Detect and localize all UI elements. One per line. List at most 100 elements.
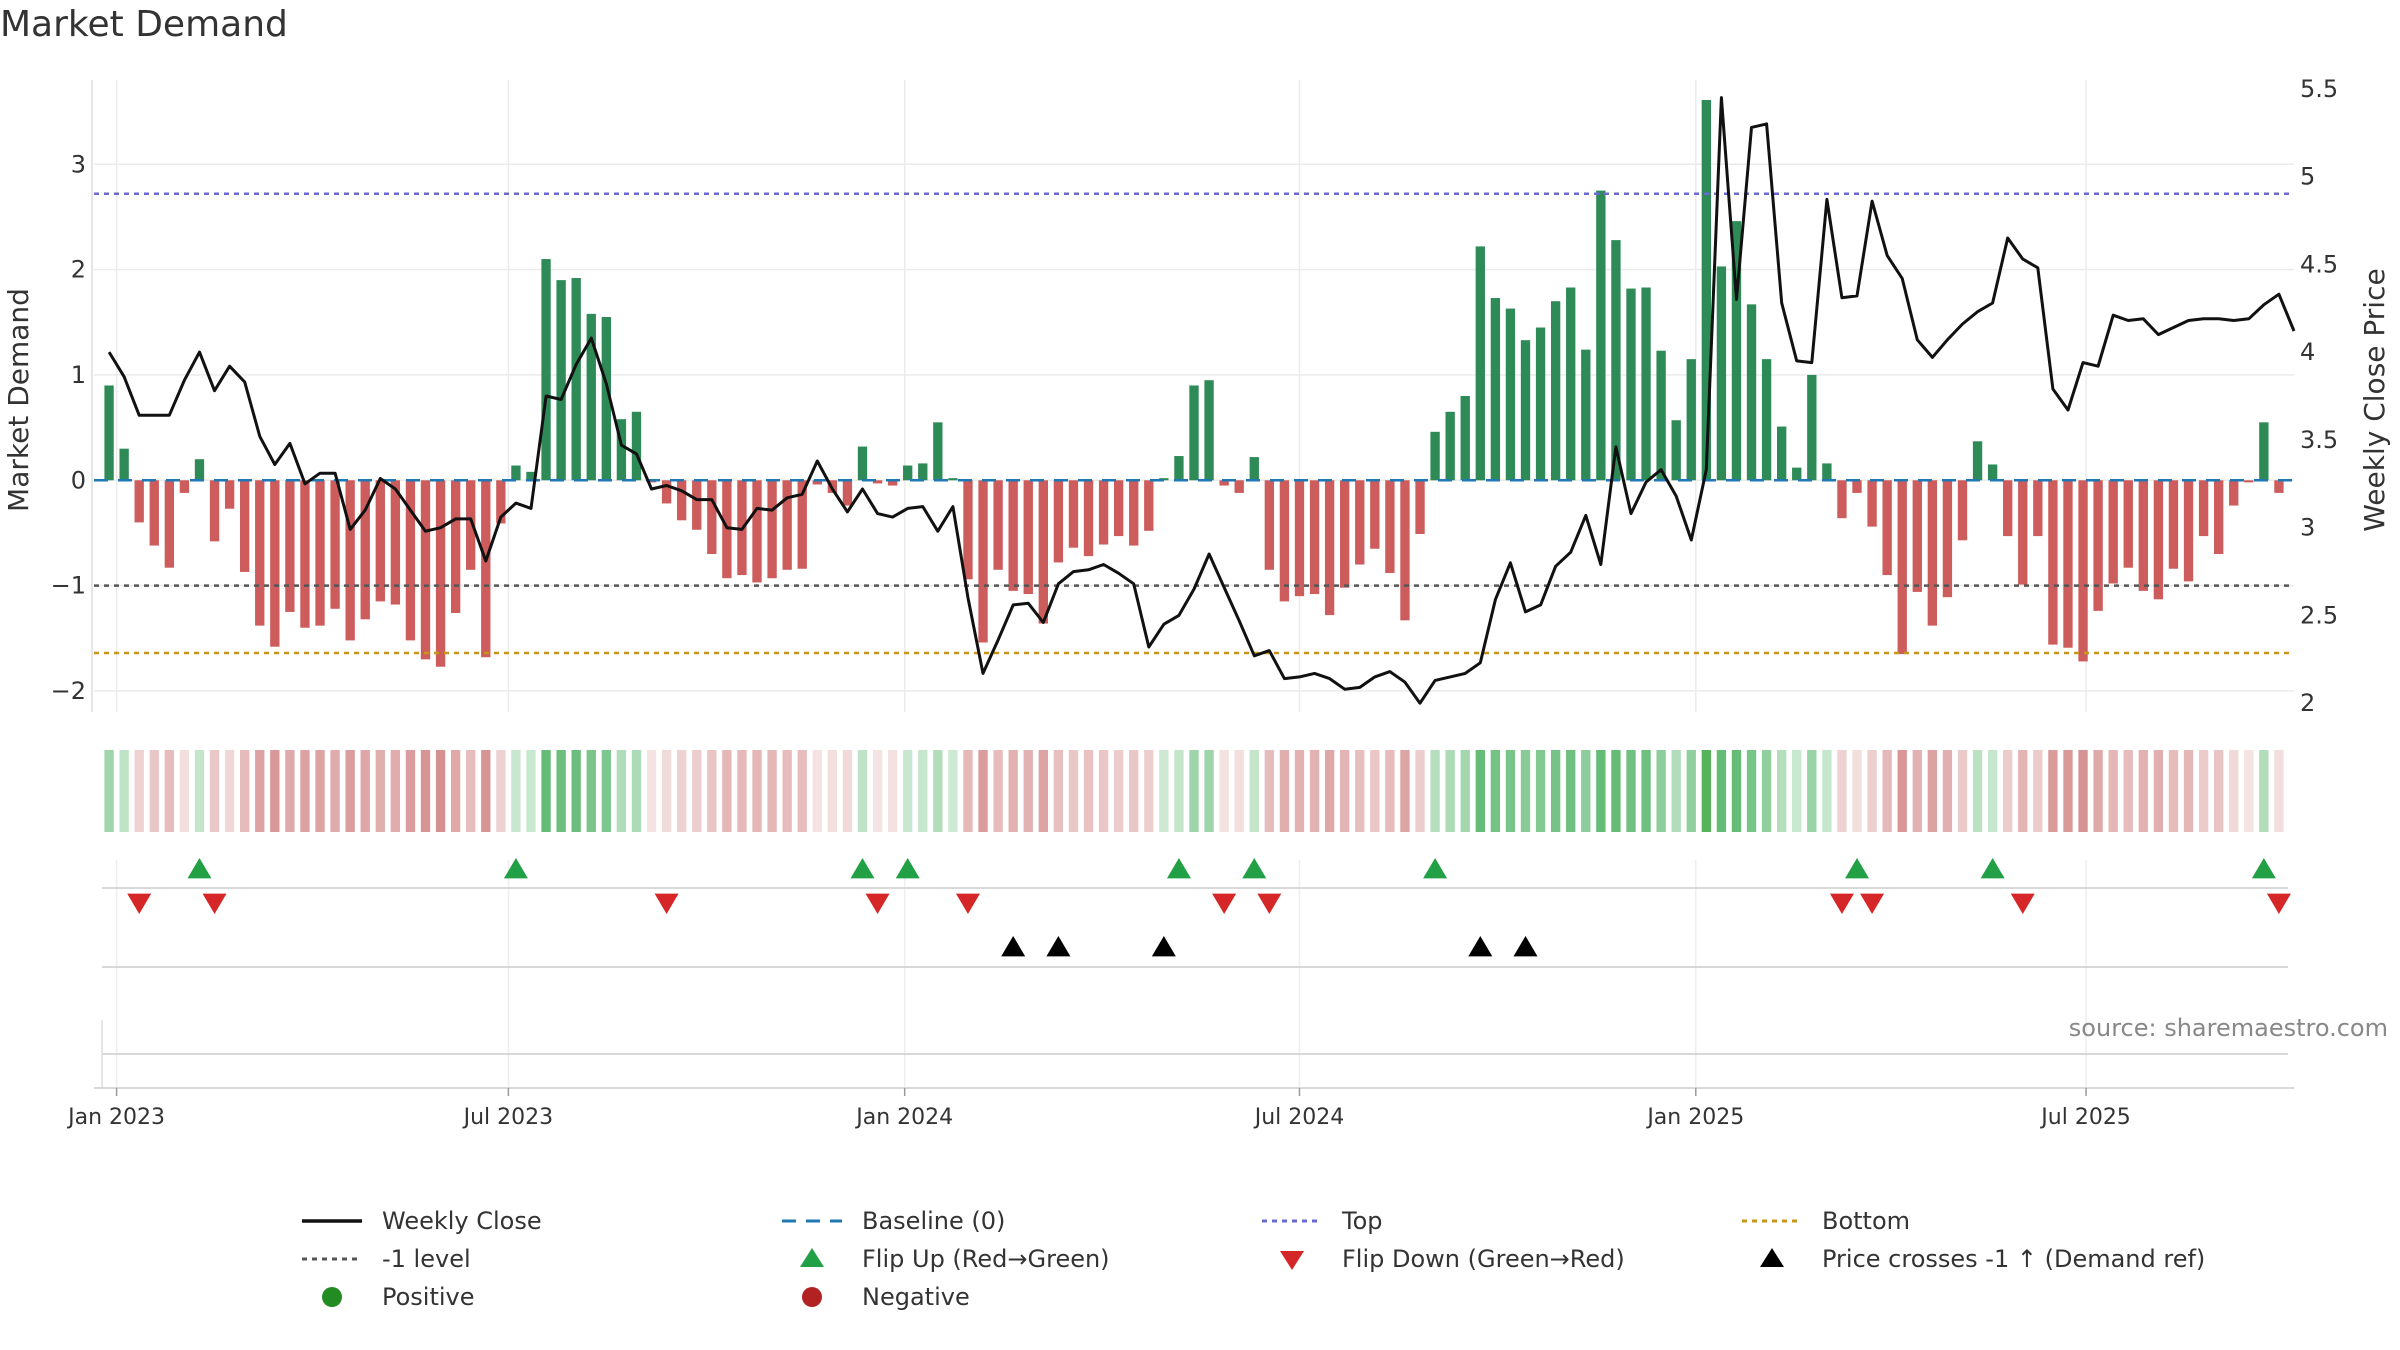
- heat-cell: [707, 750, 717, 832]
- demand-bar-positive: [601, 317, 611, 481]
- legend-label: Flip Up (Red→Green): [862, 1245, 1110, 1273]
- demand-bar-negative: [179, 480, 190, 493]
- price-cross-marker: [1001, 936, 1026, 957]
- heat-cell: [2048, 750, 2058, 832]
- heat-cell: [194, 750, 205, 832]
- heat-cell: [1626, 750, 1636, 832]
- price-cross-marker: [1468, 936, 1493, 957]
- heat-cell: [1550, 750, 1561, 832]
- demand-bar-negative: [209, 480, 220, 542]
- demand-bar-positive: [1520, 340, 1531, 481]
- heat-cell: [1400, 750, 1410, 832]
- demand-bar-negative: [405, 480, 416, 641]
- demand-bar-negative: [2153, 480, 2164, 600]
- demand-bar-negative: [1867, 480, 1877, 527]
- left-axis-ticks: −2 −1 0 1 2 3: [51, 150, 86, 705]
- demand-bar-negative: [1355, 480, 1365, 565]
- legend-label: Price crosses -1 ↑ (Demand ref): [1822, 1245, 2206, 1273]
- bottom-legend-swatch: [1742, 1219, 1802, 1223]
- demand-bar-negative: [1400, 480, 1410, 621]
- flip-up-marker: [1166, 858, 1191, 879]
- heat-cell: [2108, 750, 2118, 832]
- demand-bar-negative: [481, 480, 491, 658]
- demand-bar-negative: [1370, 480, 1380, 549]
- heat-cell: [1324, 750, 1335, 832]
- heat-cell: [857, 750, 868, 832]
- demand-bar-negative: [1852, 480, 1862, 493]
- heat-cell: [948, 750, 958, 832]
- left-tick-label: 1: [71, 361, 86, 389]
- right-tick-label: 3: [2300, 514, 2315, 542]
- demand-bar-positive: [948, 478, 958, 481]
- demand-bar-negative: [2093, 480, 2103, 611]
- demand-bars: [104, 100, 2284, 667]
- demand-bar-negative: [2198, 480, 2209, 537]
- demand-bar-positive: [511, 465, 521, 481]
- right-axis-label: Weekly Close Price: [2358, 268, 2391, 531]
- legend-label: Bottom: [1822, 1207, 1911, 1235]
- heat-cell: [631, 750, 642, 832]
- demand-bar-negative: [2244, 480, 2254, 483]
- demand-bar-positive: [1671, 420, 1681, 481]
- flipup-legend-swatch: [800, 1248, 824, 1267]
- top-legend-swatch: [1262, 1219, 1322, 1223]
- flip-up-markers: [187, 858, 2276, 879]
- flipdown-legend-swatch: [1280, 1251, 1304, 1270]
- demand-bar-positive: [1460, 396, 1470, 481]
- heat-cell: [450, 750, 461, 832]
- left-tick-label: −2: [51, 677, 86, 705]
- demand-bar-negative: [797, 480, 807, 569]
- price-cross-marker: [1046, 936, 1071, 957]
- heat-cell: [1189, 750, 1199, 832]
- heat-cell: [1219, 750, 1229, 832]
- demand-bar-negative: [1098, 480, 1109, 545]
- left-tick-label: 2: [71, 256, 86, 284]
- heat-cell: [179, 750, 190, 832]
- heat-cell: [149, 750, 159, 832]
- demand-bar-positive: [933, 422, 943, 481]
- heat-cell: [601, 750, 611, 832]
- right-tick-label: 2: [2300, 689, 2315, 717]
- heat-cell: [1294, 750, 1305, 832]
- demand-bar-negative: [164, 480, 175, 568]
- heat-cell: [1746, 750, 1757, 832]
- heat-cell: [1792, 750, 1802, 832]
- left-tick-label: 3: [71, 150, 86, 178]
- flip-up-marker: [1423, 858, 1448, 879]
- x-tick-label: Jul 2025: [2039, 1105, 2131, 1130]
- demand-bar-negative: [2018, 480, 2028, 585]
- demand-bar-positive: [541, 259, 551, 481]
- demand-bar-negative: [2063, 480, 2073, 648]
- flip-down-marker: [202, 893, 227, 914]
- heat-cell: [300, 750, 310, 832]
- demand-bar-positive: [571, 278, 581, 481]
- demand-bar-negative: [1279, 480, 1290, 602]
- demand-bar-negative: [1068, 480, 1079, 548]
- demand-bar-positive: [631, 411, 642, 481]
- heat-cell: [1716, 750, 1727, 832]
- right-tick-label: 4: [2300, 338, 2315, 366]
- left-tick-label: 0: [71, 466, 86, 494]
- heat-cell: [1611, 750, 1621, 832]
- heat-cell: [375, 750, 385, 832]
- flip-down-marker: [1860, 893, 1885, 914]
- close-legend-swatch: [302, 1219, 362, 1223]
- demand-bar-negative: [1942, 480, 1953, 598]
- right-tick-label: 5.5: [2300, 75, 2338, 103]
- demand-bar-negative: [842, 480, 853, 506]
- heat-cell: [556, 750, 566, 832]
- demand-bar-negative: [782, 480, 792, 570]
- demand-bar-negative: [360, 480, 370, 620]
- demand-bar-negative: [2138, 480, 2148, 591]
- right-tick-label: 5: [2300, 163, 2315, 191]
- heat-cell: [1912, 750, 1922, 832]
- heat-cell: [2138, 750, 2148, 832]
- heat-cell: [2259, 750, 2269, 832]
- heat-cell: [1882, 750, 1892, 832]
- heat-cell: [2033, 750, 2043, 832]
- heat-cell: [1927, 750, 1938, 832]
- demand-bar-negative: [1219, 480, 1229, 486]
- x-tick-label: Jan 2024: [854, 1105, 953, 1130]
- heat-cell: [903, 750, 913, 832]
- demand-bar-negative: [1144, 480, 1154, 531]
